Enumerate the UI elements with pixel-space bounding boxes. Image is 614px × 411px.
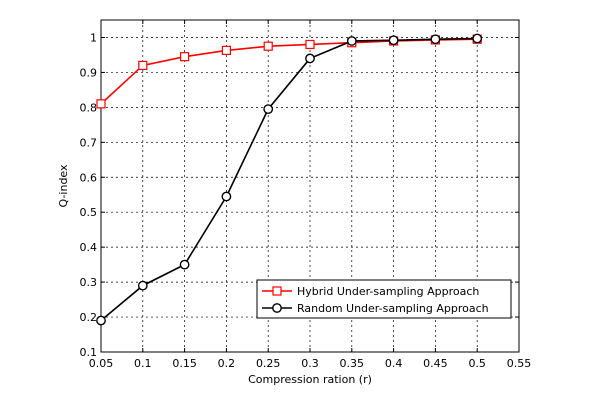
axis-ticks: 0.05 0.1 0.15 0.2 0.25 0.3 0.35 0.4 0.45 0.5 0.550… xyxy=(80,20,532,370)
data-point xyxy=(221,45,231,56)
x-tick-label: 0.2 xyxy=(218,357,236,370)
y-tick-label: 0.3 xyxy=(80,276,98,289)
x-tick-label: 0.4 xyxy=(385,357,403,370)
x-tick-label: 0.55 xyxy=(507,357,532,370)
x-tick-label: 0.45 xyxy=(423,357,448,370)
series-group xyxy=(96,33,483,326)
data-point xyxy=(221,191,232,202)
y-tick-label: 0.6 xyxy=(80,171,98,184)
y-tick-label: 1 xyxy=(90,31,97,44)
legend-entry: Random Under-sampling Approach xyxy=(262,302,489,315)
data-point xyxy=(263,104,274,115)
data-point xyxy=(388,35,399,46)
y-tick-label: 0.1 xyxy=(80,346,98,359)
legend: Hybrid Under-sampling Approach Random Und… xyxy=(256,279,512,319)
data-point xyxy=(305,53,315,64)
y-tick-label: 0.5 xyxy=(80,206,98,219)
legend-label: Hybrid Under-sampling Approach xyxy=(297,285,479,298)
data-point xyxy=(180,52,190,62)
y-tick-label: 0.7 xyxy=(80,136,98,149)
series-line xyxy=(100,37,478,322)
data-point xyxy=(430,34,441,45)
x-tick-label: 0.15 xyxy=(172,357,197,370)
y-tick-label: 0.9 xyxy=(80,66,98,79)
x-tick-label: 0.25 xyxy=(256,357,281,370)
data-point xyxy=(179,259,190,270)
series-random xyxy=(96,33,483,326)
legend-marker xyxy=(272,303,282,313)
x-axis-label: Compression ration (r) xyxy=(248,373,372,386)
data-point xyxy=(346,36,357,46)
data-point xyxy=(96,99,106,109)
data-point xyxy=(137,280,148,291)
data-point xyxy=(305,39,315,50)
x-tick-label: 0.05 xyxy=(89,357,114,370)
legend-label: Random Under-sampling Approach xyxy=(297,302,489,315)
legend-entry: Hybrid Under-sampling Approach xyxy=(262,285,479,298)
legend-marker xyxy=(272,286,282,296)
data-point xyxy=(263,41,273,51)
y-tick-label: 0.2 xyxy=(80,311,98,324)
data-point xyxy=(96,315,106,326)
x-tick-label: 0.3 xyxy=(301,357,319,370)
y-axis-label: Q-index xyxy=(57,164,70,208)
x-tick-label: 0.5 xyxy=(468,357,486,370)
x-tick-label: 0.1 xyxy=(134,357,152,370)
y-tick-label: 0.4 xyxy=(80,241,98,254)
x-tick-label: 0.35 xyxy=(340,357,365,370)
legend-box xyxy=(256,279,512,319)
y-tick-label: 0.8 xyxy=(80,101,98,114)
data-point xyxy=(472,33,483,44)
data-point xyxy=(138,60,148,71)
